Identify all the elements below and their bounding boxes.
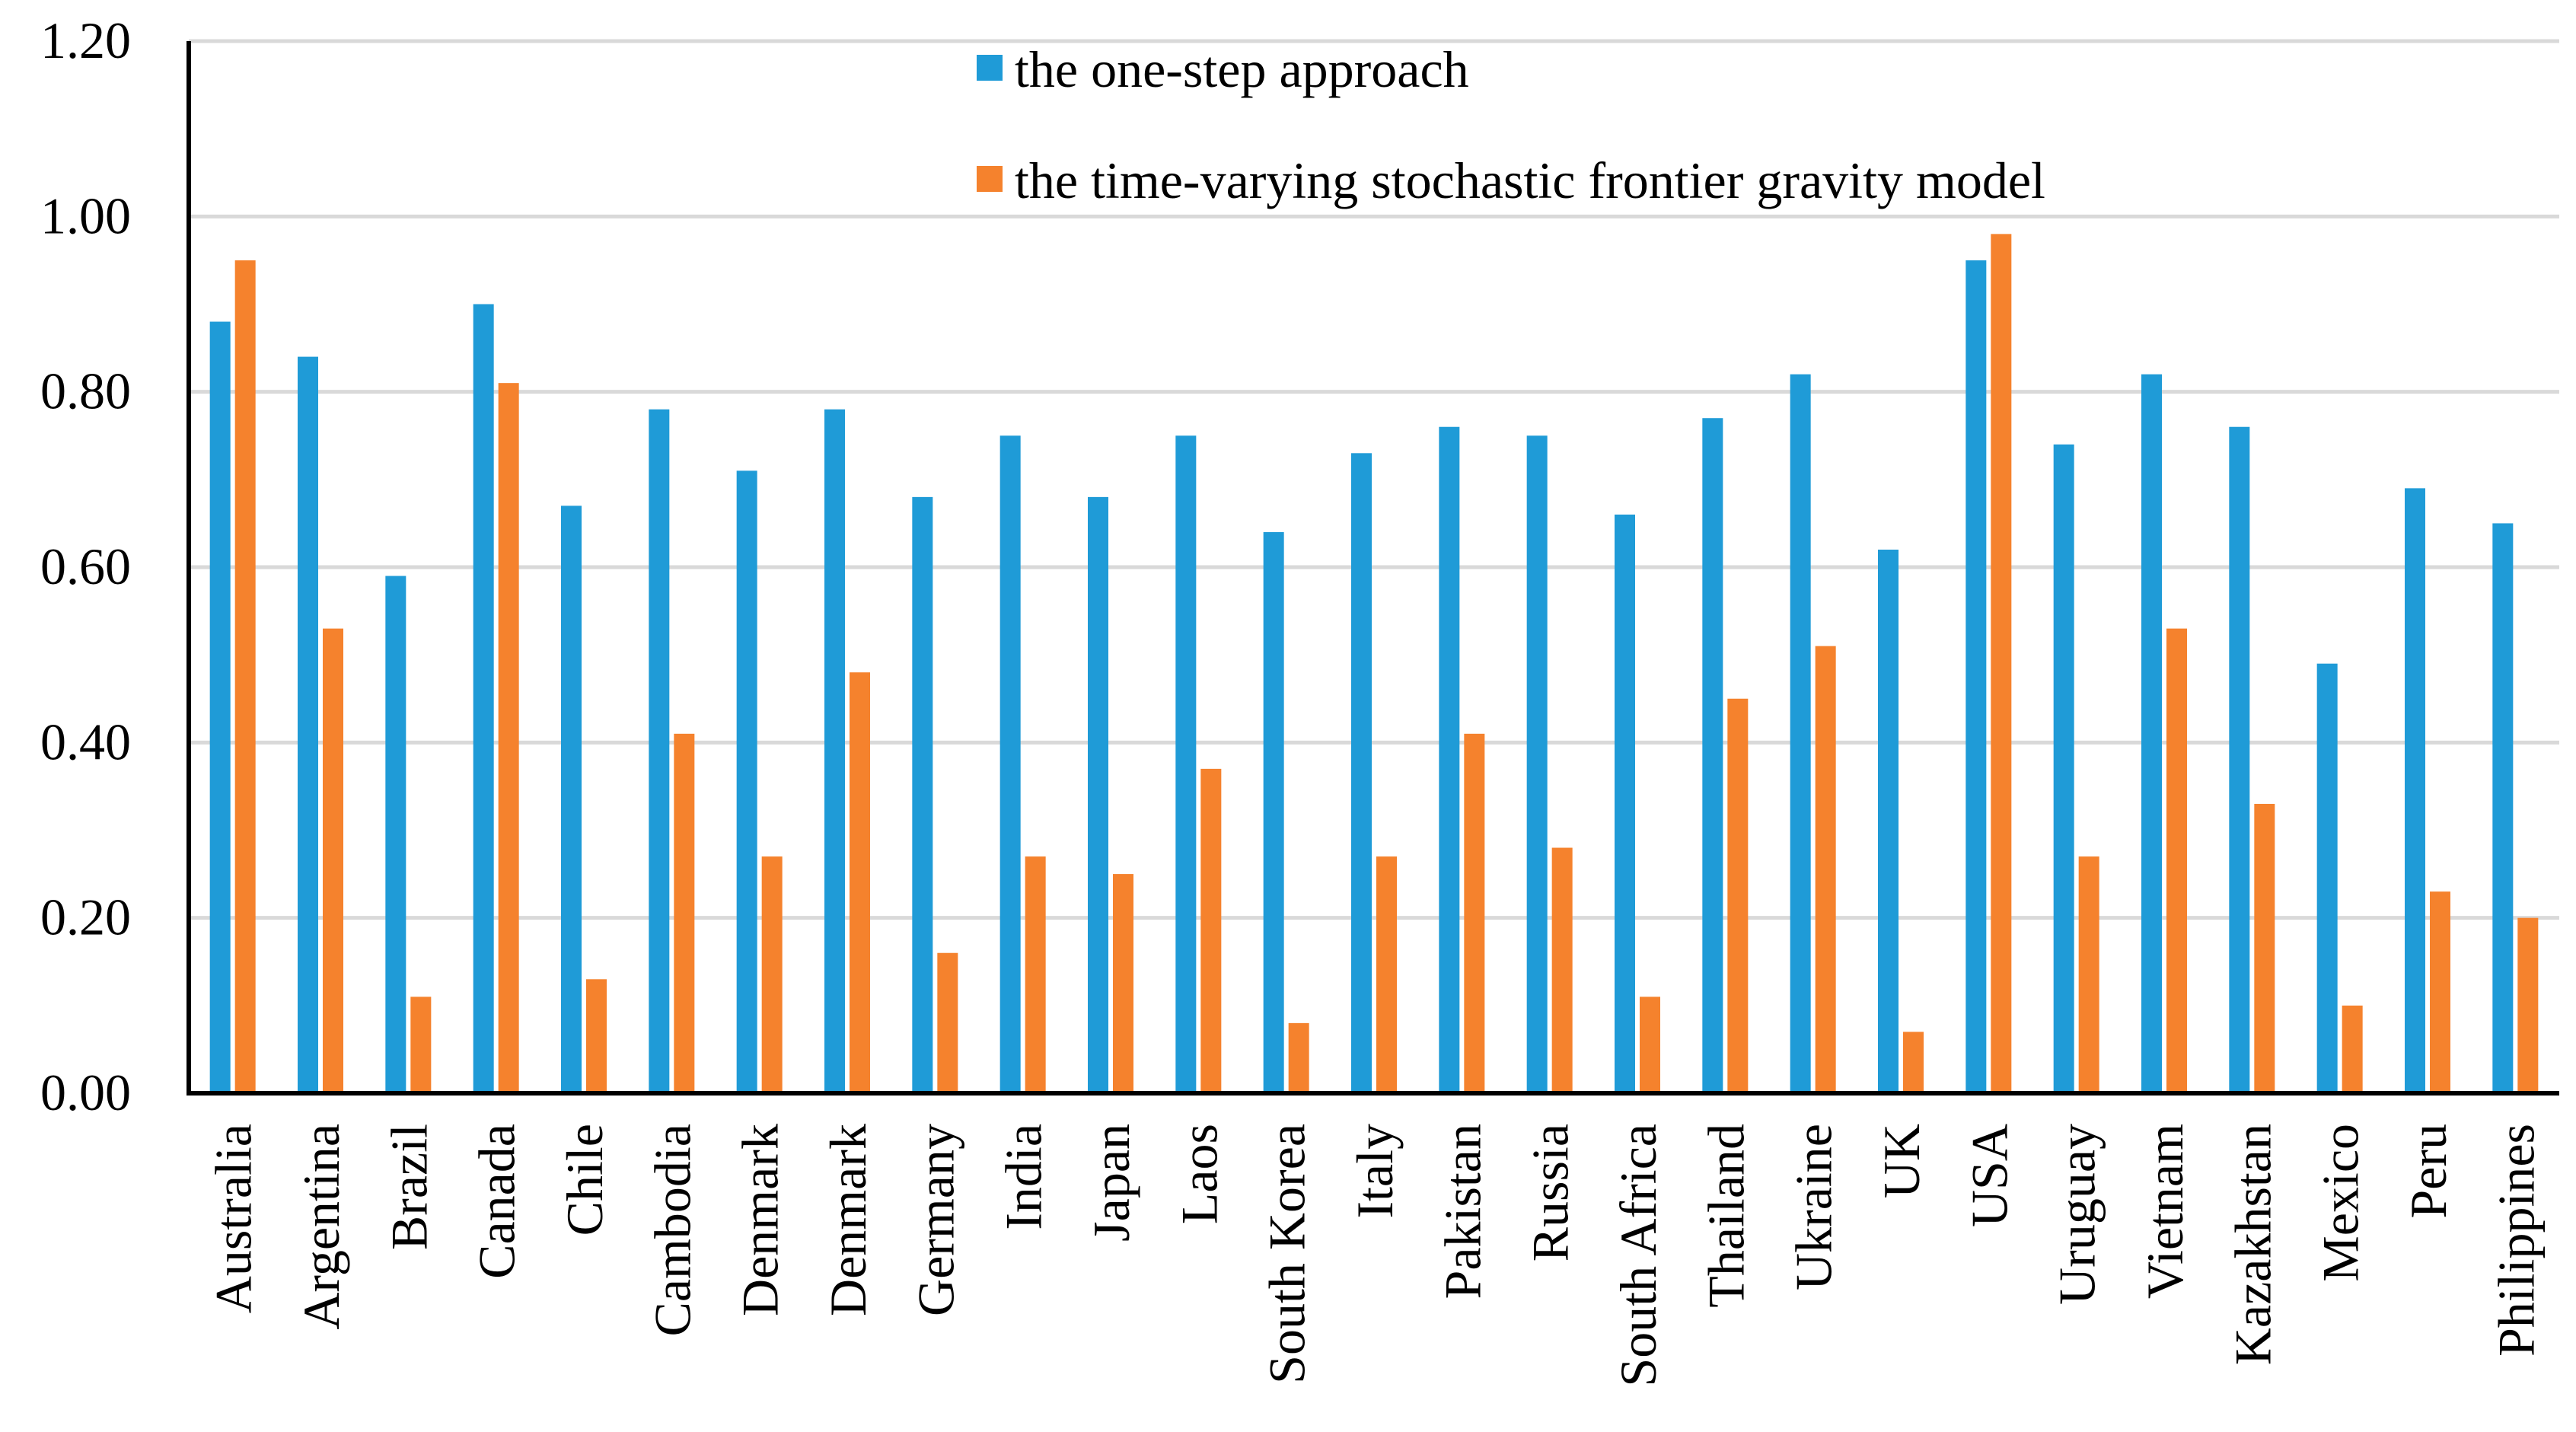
bar-one-step-laos bbox=[1175, 435, 1197, 1093]
legend-label-one-step: the one-step approach bbox=[1015, 40, 1469, 98]
x-tick-label: Denmark bbox=[819, 1124, 877, 1316]
bar-one-step-australia bbox=[209, 321, 231, 1093]
x-tick-label: Cambodia bbox=[643, 1124, 701, 1337]
bar-stochastic-frontier-brazil bbox=[410, 997, 432, 1093]
x-tick-label: Russia bbox=[1522, 1124, 1580, 1261]
bar-stochastic-frontier-laos bbox=[1200, 768, 1222, 1093]
x-tick-label: Pakistan bbox=[1433, 1124, 1491, 1299]
bar-stochastic-frontier-australia bbox=[234, 260, 256, 1094]
bar-stochastic-frontier-russia bbox=[1551, 847, 1573, 1093]
bars bbox=[209, 234, 2539, 1094]
bar-stochastic-frontier-canada bbox=[498, 383, 519, 1093]
legend: the one-step approach the time-varying s… bbox=[977, 40, 2045, 209]
x-tick-label: Peru bbox=[2399, 1124, 2457, 1219]
legend-label-stochastic-frontier: the time-varying stochastic frontier gra… bbox=[1015, 151, 2045, 209]
y-tick-labels: 0.00 0.20 0.40 0.60 0.80 1.00 1.20 bbox=[40, 11, 131, 1121]
x-tick-label: Thailand bbox=[1697, 1124, 1755, 1308]
y-tick-label: 0.80 bbox=[40, 362, 131, 420]
bar-stochastic-frontier-germany bbox=[937, 952, 958, 1093]
x-tick-labels: Australia Argentina Brazil Canada Chile Cambo… bbox=[205, 1124, 2546, 1387]
axes bbox=[187, 41, 2559, 1096]
bar-stochastic-frontier-uruguay bbox=[2078, 856, 2099, 1093]
y-tick-label: 1.00 bbox=[40, 187, 131, 244]
bar-stochastic-frontier-peru bbox=[2430, 891, 2450, 1093]
bar-one-step-kazakhstan bbox=[2229, 426, 2250, 1093]
bar-one-step-canada bbox=[473, 304, 494, 1093]
legend-swatch-stochastic-frontier bbox=[977, 166, 1003, 192]
bar-stochastic-frontier-uk bbox=[1903, 1032, 1924, 1093]
bar-one-step-pakistan bbox=[1439, 426, 1460, 1093]
x-tick-label: Mexico bbox=[2312, 1124, 2370, 1282]
y-tick-label: 0.20 bbox=[40, 888, 131, 946]
bar-one-step-philippines bbox=[2492, 523, 2514, 1093]
bar-stochastic-frontier-japan bbox=[1113, 874, 1133, 1093]
x-tick-label: Philippines bbox=[2487, 1124, 2545, 1357]
bar-one-step-usa bbox=[1965, 260, 1987, 1094]
bar-stochastic-frontier-india bbox=[1025, 856, 1046, 1093]
x-tick-label: Italy bbox=[1346, 1124, 1404, 1219]
bar-one-step-argentina bbox=[298, 356, 318, 1094]
bar-stochastic-frontier-chile bbox=[586, 979, 607, 1093]
x-tick-label: Japan bbox=[1082, 1124, 1140, 1242]
x-tick-label: Canada bbox=[468, 1124, 526, 1279]
bar-one-step-germany bbox=[912, 496, 933, 1093]
x-tick-label: Vietnam bbox=[2136, 1124, 2194, 1299]
bar-stochastic-frontier-denmark bbox=[850, 672, 870, 1093]
y-tick-label: 0.60 bbox=[40, 537, 131, 595]
x-tick-label: Chile bbox=[556, 1124, 614, 1236]
y-tick-label: 1.20 bbox=[40, 11, 131, 69]
bar-stochastic-frontier-pakistan bbox=[1464, 733, 1485, 1093]
bar-stochastic-frontier-philippines bbox=[2517, 917, 2539, 1093]
bar-one-step-uruguay bbox=[2053, 444, 2074, 1093]
bar-one-step-vietnam bbox=[2141, 374, 2162, 1094]
bar-one-step-south-africa bbox=[1615, 514, 1635, 1093]
bar-stochastic-frontier-argentina bbox=[323, 628, 343, 1093]
bar-stochastic-frontier-kazakhstan bbox=[2254, 803, 2275, 1093]
bar-one-step-uk bbox=[1878, 549, 1899, 1093]
x-tick-label: USA bbox=[1960, 1124, 2018, 1227]
bar-stochastic-frontier-vietnam bbox=[2166, 628, 2187, 1093]
x-tick-label: Australia bbox=[205, 1124, 263, 1313]
bar-one-step-india bbox=[999, 435, 1021, 1093]
bar-one-step-thailand bbox=[1702, 418, 1723, 1093]
bar-one-step-cambodia bbox=[649, 409, 670, 1093]
bar-stochastic-frontier-south-africa bbox=[1640, 997, 1660, 1093]
x-tick-label: Uruguay bbox=[2048, 1124, 2106, 1305]
bar-one-step-brazil bbox=[385, 576, 406, 1093]
x-tick-label: South Africa bbox=[1609, 1124, 1667, 1387]
y-tick-label: 0.40 bbox=[40, 713, 131, 770]
x-tick-label: Argentina bbox=[292, 1124, 350, 1330]
bar-stochastic-frontier-south-korea bbox=[1288, 1022, 1309, 1093]
bar-stochastic-frontier-italy bbox=[1376, 856, 1397, 1093]
bar-one-step-denmark bbox=[736, 470, 757, 1093]
bar-one-step-chile bbox=[561, 506, 582, 1093]
bar-one-step-peru bbox=[2405, 488, 2425, 1093]
x-tick-label: Denmark bbox=[732, 1124, 789, 1316]
x-tick-label: UK bbox=[1873, 1124, 1930, 1198]
bar-one-step-ukraine bbox=[1790, 374, 1811, 1094]
bar-stochastic-frontier-mexico bbox=[2342, 1005, 2363, 1093]
x-tick-label: Germany bbox=[907, 1124, 964, 1316]
x-tick-label: South Korea bbox=[1258, 1124, 1316, 1384]
bar-stochastic-frontier-usa bbox=[1991, 234, 2012, 1093]
legend-swatch-one-step bbox=[977, 55, 1003, 81]
bar-one-step-italy bbox=[1351, 453, 1372, 1093]
bar-stochastic-frontier-thailand bbox=[1727, 698, 1749, 1093]
y-tick-label: 0.00 bbox=[40, 1064, 131, 1121]
bar-stochastic-frontier-cambodia bbox=[674, 733, 695, 1093]
bar-one-step-mexico bbox=[2316, 663, 2338, 1093]
x-tick-label: Brazil bbox=[380, 1124, 438, 1250]
x-tick-label: Kazakhstan bbox=[2224, 1124, 2281, 1365]
bar-one-step-japan bbox=[1088, 496, 1108, 1093]
x-tick-label: Ukraine bbox=[1785, 1124, 1843, 1290]
bar-one-step-south-korea bbox=[1263, 531, 1284, 1093]
x-tick-label: India bbox=[995, 1124, 1053, 1230]
bar-one-step-russia bbox=[1526, 435, 1548, 1093]
bar-stochastic-frontier-denmark bbox=[761, 856, 783, 1093]
bar-stochastic-frontier-ukraine bbox=[1815, 646, 1836, 1093]
x-tick-label: Laos bbox=[1170, 1124, 1228, 1224]
bar-one-step-denmark bbox=[824, 409, 845, 1093]
gridlines bbox=[189, 39, 2559, 920]
